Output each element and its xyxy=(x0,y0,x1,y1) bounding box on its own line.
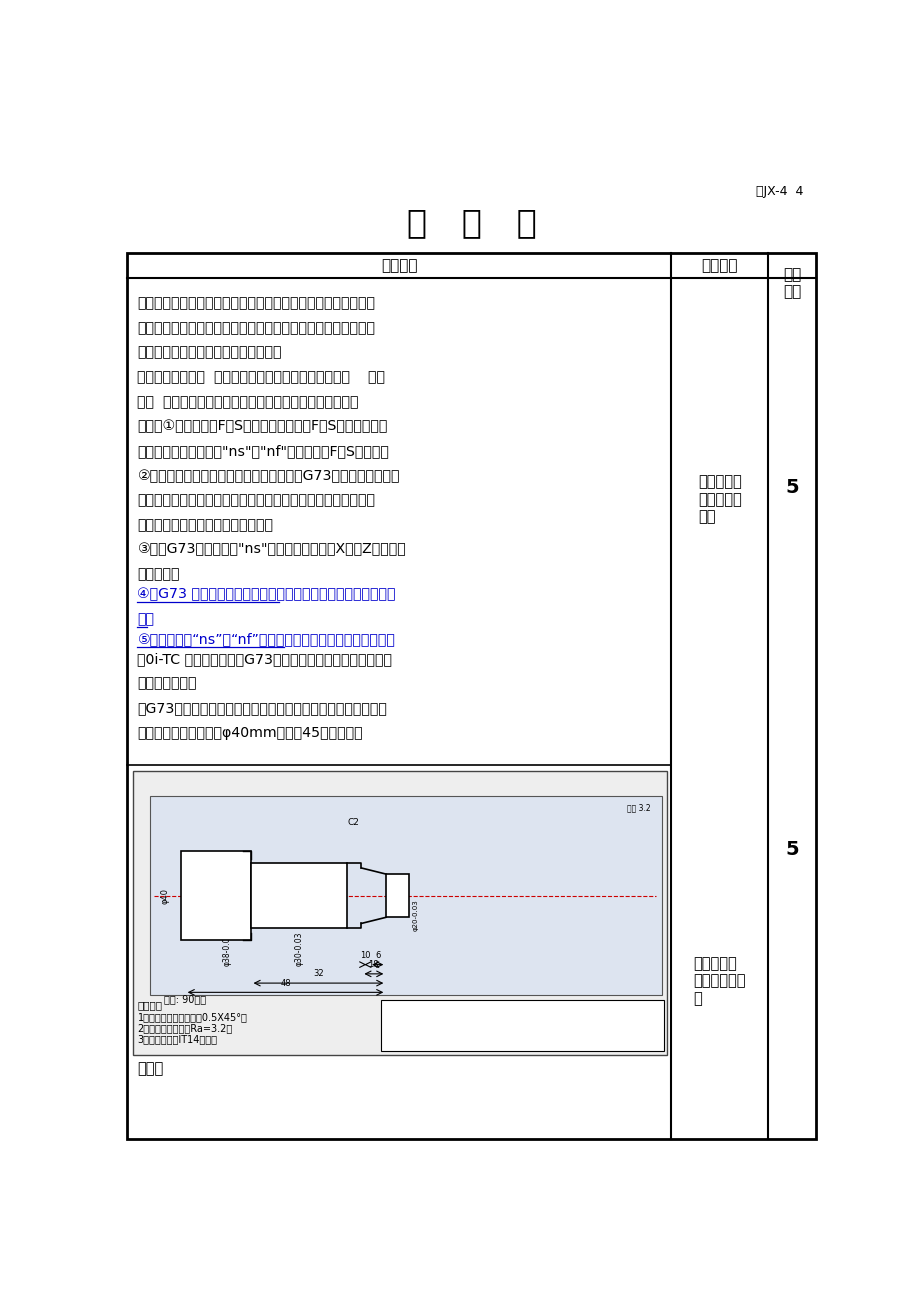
Text: ⑤、不可以在“ns”和“nf”之间套用子程序但是可以套用宏程序: ⑤、不可以在“ns”和“nf”之间套用子程序但是可以套用宏程序 xyxy=(137,632,395,647)
Text: 6: 6 xyxy=(375,951,380,960)
Text: 名称: 名称 xyxy=(384,1006,393,1015)
Bar xyxy=(380,1000,664,1051)
Text: 用G73指令编写零件右端轮廓程序有足够的夹持长度，外形加工: 用G73指令编写零件右端轮廓程序有足够的夹持长度，外形加工 xyxy=(137,701,387,716)
Text: 18: 18 xyxy=(369,960,379,969)
Text: 45钢: 45钢 xyxy=(526,1006,540,1015)
Text: φ40: φ40 xyxy=(161,887,170,904)
Bar xyxy=(150,796,662,995)
Text: C2: C2 xyxy=(347,818,359,827)
Text: 地切削铸造成形、锻造成形或已粗车成形的工件。（递增或递减: 地切削铸造成形、锻造成形或已粗车成形的工件。（递增或递减 xyxy=(137,321,375,334)
Text: φ20-0.03: φ20-0.03 xyxy=(413,899,418,932)
Text: 工时: 90分钟: 工时: 90分钟 xyxy=(164,994,206,1004)
Text: 审核: 审核 xyxy=(384,1039,393,1049)
Text: 学时
分配: 学时 分配 xyxy=(782,267,800,299)
Text: 5: 5 xyxy=(785,479,799,497)
Text: 表JX-4  4: 表JX-4 4 xyxy=(755,185,803,198)
Text: 方向进刀。: 方向进刀。 xyxy=(137,567,180,582)
Text: 粗糙 3.2: 粗糙 3.2 xyxy=(627,803,650,812)
Text: 教   案   纸: 教 案 纸 xyxy=(406,206,536,239)
Text: 1:1: 1:1 xyxy=(528,1023,540,1032)
Text: （0i-TC 以上系统），且G73粗加工结束后刀具返回到定位点: （0i-TC 以上系统），且G73粗加工结束后刀具返回到定位点 xyxy=(137,652,392,666)
Text: ③、在G73程序段中，"ns"所指程序段可以向X轴或Z轴的任意: ③、在G73程序段中，"ns"所指程序段可以向X轴或Z轴的任意 xyxy=(137,543,406,557)
Bar xyxy=(250,864,347,928)
Text: 技术要求: 技术要求 xyxy=(137,1000,163,1010)
Text: φ30-0.03: φ30-0.03 xyxy=(294,932,303,967)
Text: 2、未注表面粗糙度Ra=3.2。: 2、未注表面粗糙度Ra=3.2。 xyxy=(137,1023,233,1033)
Text: 教学过程: 教学过程 xyxy=(380,258,417,273)
Text: 5: 5 xyxy=(785,840,799,860)
Text: 反而会增加刀具在切削过程中的空行程，而且也不便于计算粗车: 反而会增加刀具在切削过程中的空行程，而且也不便于计算粗车 xyxy=(137,493,375,507)
Text: 32: 32 xyxy=(312,969,323,978)
Text: 数控车实训练基地: 数控车实训练基地 xyxy=(606,1021,642,1030)
Text: （二）举例应用: （二）举例应用 xyxy=(137,677,197,691)
Text: 完成后直接切断，毛坯φ40mm材料：45号钢棒料。: 完成后直接切断，毛坯φ40mm材料：45号钢棒料。 xyxy=(137,726,363,740)
Text: 性质：非模态指令  主要加工非递增或递减类的轴类零件    仿形: 性质：非模态指令 主要加工非递增或递减类的轴类零件 仿形 xyxy=(137,371,385,384)
Bar xyxy=(181,851,250,941)
Text: 加工  粗加工的刀具路径由系统根据精加工尺寸自动设定。: 加工 粗加工的刀具路径由系统根据精加工尺寸自动设定。 xyxy=(137,394,358,409)
Bar xyxy=(386,874,409,917)
Text: ②、对不具备类似成形条件的工件，如采用G73进行编程与加工，: ②、对不具备类似成形条件的工件，如采用G73进行编程与加工， xyxy=(137,468,400,483)
Text: 掌握指令使
用中的注意
事项: 掌握指令使 用中的注意 事项 xyxy=(698,475,741,524)
Text: 数量: 数量 xyxy=(384,1023,393,1032)
Text: 指定，则在程序段段号"ns"和"nf"之间所有的F和S均无效。: 指定，则在程序段段号"ns"和"nf"之间所有的F和S均无效。 xyxy=(137,444,389,458)
Bar xyxy=(132,771,666,1055)
Text: 48: 48 xyxy=(280,978,290,987)
Text: 找出编程规
律，并做好笔
记: 找出编程规 律，并做好笔 记 xyxy=(693,956,745,1006)
Text: 比例: 比例 xyxy=(506,1023,516,1032)
Text: 注意：①、指令中的F、S指粗加工循环中的F、S值，该值一经: 注意：①、指令中的F、S指粗加工循环中的F、S值，该值一经 xyxy=(137,419,388,433)
Text: 1、锐角倒钝，未注倒角0.5X45°。: 1、锐角倒钝，未注倒角0.5X45°。 xyxy=(137,1012,247,1023)
Text: 10: 10 xyxy=(359,951,370,960)
Text: φ38-0.03: φ38-0.03 xyxy=(222,932,232,967)
Text: 限制: 限制 xyxy=(137,611,154,626)
Text: 3、未注公差按IT14执行。: 3、未注公差按IT14执行。 xyxy=(137,1034,217,1043)
Text: 余量。（比如成规律的递增或递减）: 余量。（比如成规律的递增或递减） xyxy=(137,518,273,532)
Text: 作用：主要用于车削固定轨迹的轮廓。这种复合循环，可以高效: 作用：主要用于车削固定轨迹的轮廓。这种复合循环，可以高效 xyxy=(137,297,375,310)
Text: 程序：: 程序： xyxy=(137,1062,164,1077)
Text: φ24: φ24 xyxy=(387,899,392,913)
Text: 学生活动: 学生活动 xyxy=(701,258,737,273)
Text: ④、G73 循环加工的轮廓形状，没有单调递增或单调递减形式的: ④、G73 循环加工的轮廓形状，没有单调递增或单调递减形式的 xyxy=(137,587,395,601)
Bar xyxy=(127,254,815,1138)
Text: 类的轴类零件也能加工但是浪费时间）: 类的轴类零件也能加工但是浪费时间） xyxy=(137,346,281,359)
